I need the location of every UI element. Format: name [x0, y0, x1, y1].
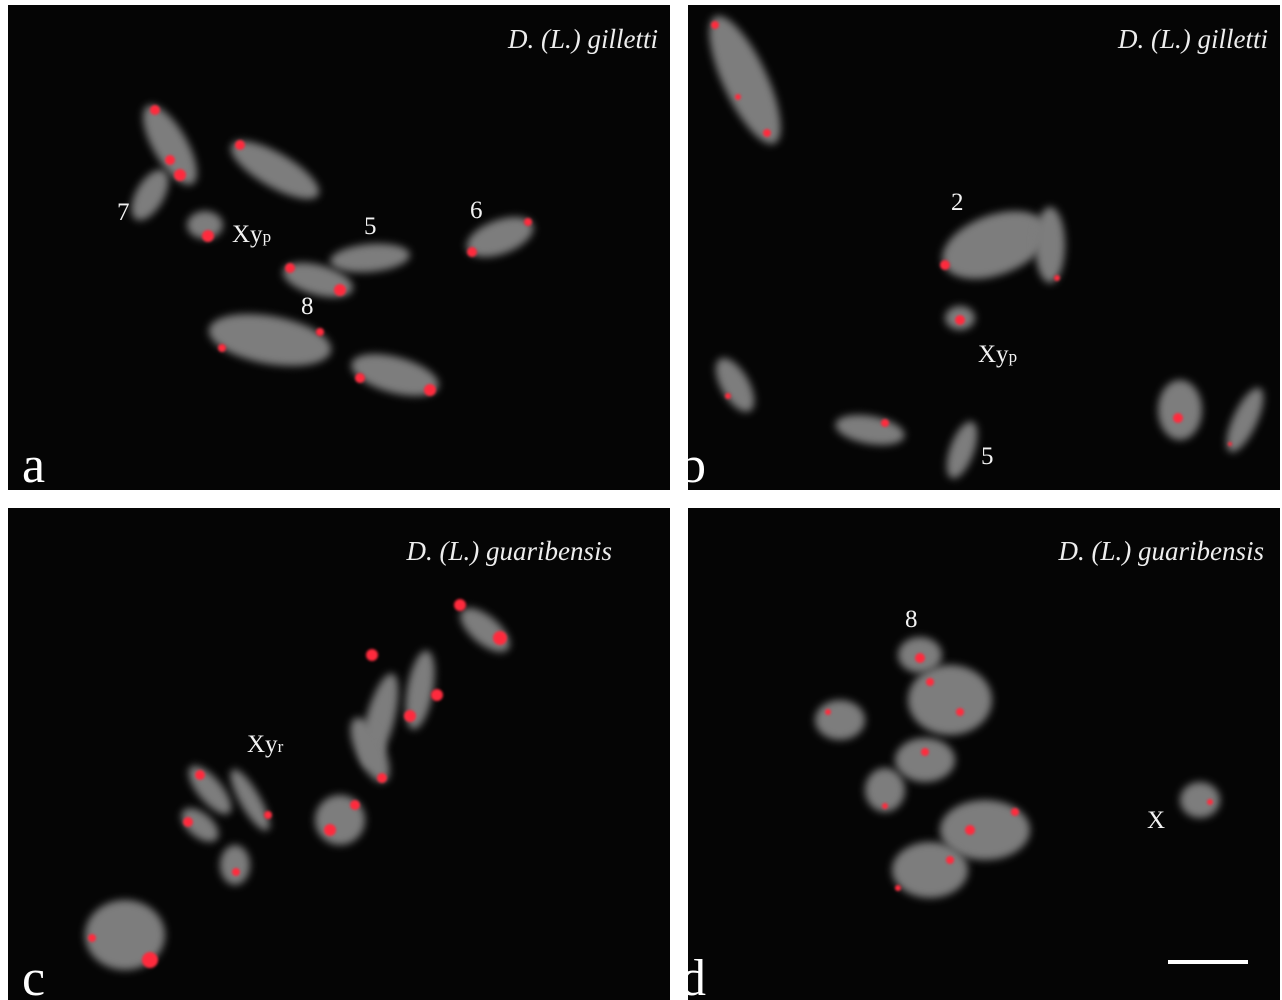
panel-letter: c [22, 950, 45, 1000]
species-label: D. (L.) gilletti [507, 24, 658, 54]
panel-d [688, 508, 1280, 1000]
species-label: D. (L.) guaribensis [1057, 536, 1264, 566]
chromosome-label: 8 [301, 293, 314, 320]
chromosome-label: X [1147, 807, 1165, 834]
chromosome-label: 7 [117, 199, 130, 226]
chromosome-label: 6 [470, 197, 483, 224]
panel-letter: b [680, 437, 706, 494]
panel-letter: d [680, 950, 706, 1000]
chromosome-label: 5 [981, 443, 994, 470]
figure: a D. (L.) gilletti 7 Xyp 5 6 8 b D. (L.)… [0, 0, 1282, 1000]
species-label: D. (L.) gilletti [1117, 24, 1268, 54]
chromosome-label: 8 [905, 606, 918, 633]
panel-a [8, 5, 670, 490]
species-label: D. (L.) guaribensis [405, 536, 612, 566]
chromosome-label: 5 [364, 213, 377, 240]
chromosome-label: 2 [951, 189, 964, 216]
panel-letter: a [22, 437, 45, 494]
